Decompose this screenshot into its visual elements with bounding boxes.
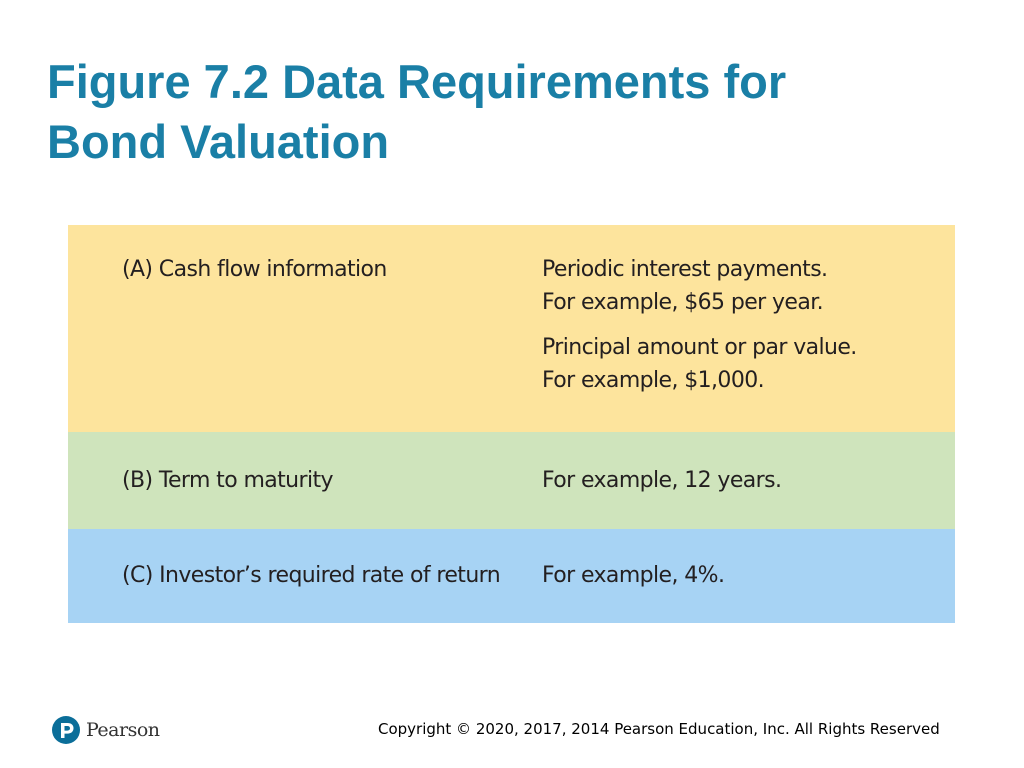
row-detail: For example, 4%. bbox=[542, 563, 725, 588]
row-detail: Principal amount or par value. bbox=[542, 335, 857, 360]
row-cash-flow: (A) Cash flow information Periodic inter… bbox=[68, 225, 955, 432]
slide-title: Figure 7.2 Data Requirements for Bond Va… bbox=[47, 52, 947, 172]
pearson-p-icon bbox=[52, 716, 80, 744]
row-detail: Periodic interest payments. bbox=[542, 257, 828, 282]
row-detail-group: Principal amount or par value. For examp… bbox=[542, 331, 857, 397]
row-detail: For example, $65 per year. bbox=[542, 290, 824, 315]
copyright-notice: Copyright © 2020, 2017, 2014 Pearson Edu… bbox=[378, 720, 940, 738]
row-label: (C) Investor’s required rate of return bbox=[122, 563, 501, 588]
row-detail: For example, $1,000. bbox=[542, 368, 765, 393]
bond-data-requirements-figure: (A) Cash flow information Periodic inter… bbox=[68, 225, 955, 623]
row-label: (B) Term to maturity bbox=[122, 468, 334, 493]
logo-text: Pearson bbox=[86, 719, 160, 741]
pearson-logo: Pearson bbox=[52, 713, 160, 747]
row-detail: For example, 12 years. bbox=[542, 468, 782, 493]
title-line-1: Figure 7.2 Data Requirements for bbox=[47, 55, 787, 108]
row-required-return: (C) Investor’s required rate of return F… bbox=[68, 529, 955, 623]
row-detail-group: Periodic interest payments. For example,… bbox=[542, 253, 828, 319]
title-line-2: Bond Valuation bbox=[47, 115, 390, 168]
row-term-to-maturity: (B) Term to maturity For example, 12 yea… bbox=[68, 432, 955, 529]
row-label: (A) Cash flow information bbox=[122, 257, 387, 282]
